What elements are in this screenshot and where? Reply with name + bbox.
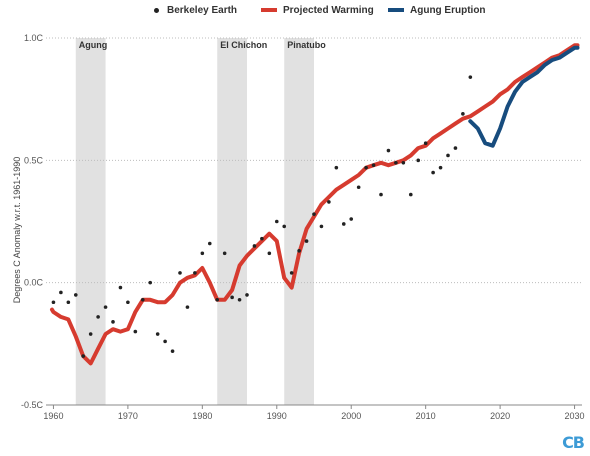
data-point <box>267 251 272 256</box>
gridlines <box>46 37 582 406</box>
legend: Berkeley Earth Projected Warming Agung E… <box>0 3 590 21</box>
data-point <box>126 300 130 305</box>
eruption-label: Agung <box>79 40 108 50</box>
legend-line-icon <box>388 8 404 13</box>
series-layer <box>50 43 580 366</box>
x-axis-ticks: 1960 1970 1980 1990 2000 2010 2020 2030 <box>43 405 585 421</box>
y-tick-label: -0.5C <box>21 400 44 410</box>
x-tick-label: 2010 <box>416 411 436 421</box>
data-point <box>170 349 175 353</box>
data-point <box>423 141 428 146</box>
legend-item-projected: Projected Warming <box>261 3 374 19</box>
data-point <box>312 212 316 216</box>
data-point <box>222 251 227 256</box>
data-point <box>394 160 398 165</box>
data-point <box>386 148 391 153</box>
data-point <box>237 297 242 302</box>
data-point <box>334 165 339 170</box>
x-tick-label: 2020 <box>490 411 510 421</box>
y-tick-label: 0.5C <box>24 155 44 165</box>
data-point <box>431 170 435 175</box>
data-point <box>274 219 279 224</box>
legend-label: Berkeley Earth <box>167 5 238 16</box>
y-axis-ticks: 1.0C 0.5C 0.0C -0.5C <box>21 33 44 410</box>
data-point <box>349 217 354 221</box>
brand-logo: CB <box>562 433 585 452</box>
data-point <box>103 305 108 309</box>
y-tick-label: 0.0C <box>24 278 44 288</box>
data-point <box>453 146 458 150</box>
data-point <box>327 200 331 204</box>
data-point <box>88 332 93 336</box>
data-point <box>96 315 100 319</box>
data-point <box>245 293 249 297</box>
x-tick-label: 1980 <box>192 411 212 421</box>
y-axis-label: Degrees C Anomaly w.r.t. 1961-1990 <box>12 156 22 304</box>
data-point <box>118 285 123 290</box>
data-point <box>140 297 145 302</box>
y-tick-label: 1.0C <box>24 33 44 43</box>
data-point <box>260 236 264 241</box>
eruption-label: El Chichon <box>220 40 267 50</box>
data-point <box>446 153 450 158</box>
data-point <box>319 224 324 229</box>
data-point <box>185 305 190 309</box>
data-point <box>163 339 167 344</box>
x-tick-label: 1990 <box>267 411 287 421</box>
data-point <box>193 271 197 275</box>
data-point <box>215 297 220 302</box>
data-point <box>81 354 86 358</box>
data-point <box>401 160 406 165</box>
data-point <box>200 251 205 256</box>
x-tick-label: 1970 <box>118 411 138 421</box>
data-point <box>416 158 421 163</box>
data-point <box>252 244 257 248</box>
data-point <box>51 300 56 305</box>
data-point <box>73 293 78 297</box>
legend-line-icon <box>261 8 277 13</box>
data-point <box>178 271 182 275</box>
eruption-label: Pinatubo <box>287 40 326 50</box>
data-point <box>461 112 465 116</box>
data-point <box>341 222 346 226</box>
data-point <box>155 332 160 336</box>
data-point <box>289 271 294 275</box>
data-point <box>59 290 63 295</box>
data-point <box>148 280 153 285</box>
legend-item-berkeley: Berkeley Earth <box>154 3 237 19</box>
legend-label: Agung Eruption <box>410 5 486 16</box>
data-point <box>66 300 71 305</box>
x-tick-label: 2000 <box>341 411 361 421</box>
data-point <box>297 249 301 253</box>
data-point <box>438 165 443 170</box>
eruption-labels: Agung El Chichon Pinatubo <box>79 40 326 50</box>
data-point <box>304 239 309 243</box>
x-tick-label: 2030 <box>565 411 585 421</box>
legend-label: Projected Warming <box>283 5 374 16</box>
data-point <box>379 192 383 197</box>
agung-eruption-line <box>468 45 580 148</box>
projected-warming-line <box>50 43 580 366</box>
data-point <box>356 185 361 190</box>
data-point <box>364 165 368 170</box>
data-point <box>371 163 376 168</box>
data-point <box>133 329 138 334</box>
legend-item-agung: Agung Eruption <box>388 3 486 19</box>
data-point <box>230 295 234 300</box>
x-tick-label: 1960 <box>43 411 63 421</box>
data-point <box>207 241 212 246</box>
data-point <box>282 224 287 229</box>
data-point <box>468 75 473 79</box>
data-point <box>111 320 115 324</box>
data-point <box>408 192 413 197</box>
legend-dot-icon <box>154 7 159 13</box>
eruption-band <box>217 38 247 405</box>
